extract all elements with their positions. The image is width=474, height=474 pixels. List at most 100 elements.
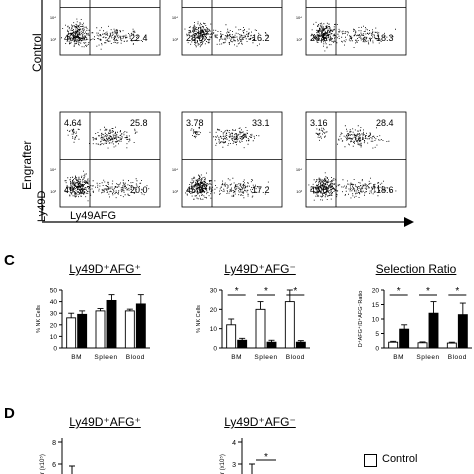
chart-y-tick-label: 5 [375, 331, 379, 338]
significance-mark: * [235, 286, 239, 297]
bar-engrafter [428, 312, 439, 349]
legend-control-label: Control [382, 453, 418, 465]
row-label-engrafter: Engrafter [20, 140, 34, 190]
panel-d-right-ticklabel-3: 3 [232, 462, 236, 469]
chart1-title: Ly49D⁺AFG⁺ [69, 262, 141, 276]
panel-d-charts: 8 6 4 3 * [52, 438, 276, 474]
flow-plot-engrafter-2: 3.16 28.4 49.8 18.6 10⁴ 10³ [296, 111, 407, 208]
chart-y-tick-label: 50 [50, 288, 58, 295]
quadrant-value: 4.64 [64, 118, 82, 128]
quadrant-value: 33.1 [252, 118, 270, 128]
chart-y-tick-label: 10 [50, 334, 58, 341]
quadrant-value: 3.16 [310, 118, 328, 128]
bar-control [417, 342, 428, 349]
significance-mark: * [426, 286, 430, 297]
panel-d-title-right: Ly49D⁺AFG⁻ [224, 415, 296, 429]
chart-y-tick-label: 0 [53, 346, 57, 353]
bar-control [124, 310, 135, 349]
flow-x-axis-label: Ly49AFG [70, 210, 117, 222]
chart-category-label: Blood [126, 354, 145, 361]
flow-tick-label: 10³ [296, 37, 302, 42]
chart-y-axis-label: % NK Cells [196, 305, 202, 333]
bar-engrafter [135, 303, 146, 349]
flow-events [184, 21, 269, 48]
quadrant-value: 45.9 [186, 185, 204, 195]
flow-tick-label: 10⁴ [50, 167, 56, 172]
flow-tick-label: 10³ [296, 189, 302, 194]
chart-category-label: Spleen [416, 354, 439, 361]
quadrant-value: 18.3 [376, 33, 394, 43]
flow-plot-control-2: 24.6 18.3 10⁴ 10³ [296, 0, 407, 56]
flow-tick-label: 10⁴ [50, 15, 56, 20]
flow-events [308, 125, 397, 201]
chart-category-label: Spleen [94, 354, 117, 361]
flow-plot-frame [305, 0, 407, 56]
panel-d-right-ylabel: r (x10⁵) [220, 454, 226, 474]
panel-letter-c: C [4, 252, 15, 269]
panel-d-right-ticklabel-4: 4 [232, 440, 236, 447]
chart-category-label: BM [71, 354, 82, 361]
bar-engrafter [77, 313, 88, 349]
bar-engrafter [399, 328, 410, 349]
flow-tick-label: 10⁴ [172, 167, 178, 172]
chart-category-label: Spleen [254, 354, 277, 361]
quadrant-value: 49.5 [64, 185, 82, 195]
flow-tick-label: 10³ [50, 37, 56, 42]
bar-engrafter [266, 341, 277, 349]
chart-y-axis-label: D⁺AFG⁺/D⁺AFG⁻Ratio [357, 291, 364, 348]
bar-engrafter [106, 299, 117, 349]
flow-tick-label: 10⁴ [172, 15, 178, 20]
bar-chart-2: 0 5 10 15 20 D⁺AFG⁺/D⁺AFG⁻Ratio BM * Spleen * Bloo… [357, 286, 472, 361]
flow-tick-label: 10³ [172, 37, 178, 42]
flow-plot-engrafter-1: 3.78 33.1 45.9 17.2 10⁴ 10³ [172, 111, 283, 208]
flow-plot-engrafter-0: 4.64 25.8 49.5 20.0 10⁴ 10³ [50, 111, 161, 208]
chart-category-label: BM [231, 354, 242, 361]
quadrant-value: 28.4 [376, 118, 394, 128]
quadrant-value: 3.78 [186, 118, 204, 128]
significance-mark: * [455, 286, 459, 297]
chart-y-tick-label: 20 [372, 288, 380, 295]
panel-d-left-ticklabel-6: 6 [52, 462, 56, 469]
quadrant-value: 49.8 [310, 185, 328, 195]
chart-y-tick-label: 0 [213, 346, 217, 353]
panel-d-left-ylabel: r (x10⁵) [40, 454, 46, 474]
chart-y-tick-label: 15 [372, 302, 380, 309]
bar-engrafter [237, 339, 248, 349]
quadrant-value: 40.5 [64, 33, 82, 43]
bar-control [284, 301, 295, 349]
flow-events [61, 18, 146, 50]
flow-events [185, 126, 269, 200]
quadrant-value: 18.6 [376, 185, 394, 195]
chart-category-label: Blood [448, 354, 467, 361]
panel-letter-d: D [4, 405, 15, 422]
panel-d-right-sig: * [264, 452, 268, 463]
bar-control [255, 308, 266, 349]
flow-tick-label: 10⁴ [296, 167, 302, 172]
chart-y-tick-label: 10 [210, 326, 218, 333]
quadrant-value: 17.2 [252, 185, 270, 195]
panel-d-left-errorbar [69, 465, 75, 474]
quadrant-value: 22.4 [130, 33, 148, 43]
chart-y-tick-label: 0 [375, 346, 379, 353]
bar-chart-1: 0 10 20 30 % NK Cells BM * Spleen * Blood * [196, 286, 310, 361]
bar-control [388, 341, 399, 349]
bar-engrafter [295, 341, 306, 349]
flow-cytometry-figure: 40.5 22.4 10⁴ 10³ 28.0 16.2 10⁴ 10³ 24.6 18.3 10⁴ 1… [41, 0, 414, 227]
bar-control [66, 317, 77, 349]
chart-y-tick-label: 20 [50, 322, 58, 329]
panel-d-right-errorbar [249, 463, 255, 474]
flow-tick-label: 10³ [50, 189, 56, 194]
bar-engrafter [457, 314, 468, 349]
panel-d-title-left: Ly49D⁺AFG⁺ [69, 415, 141, 429]
significance-mark: * [397, 286, 401, 297]
quadrant-value: 16.2 [252, 33, 270, 43]
bar-chart-0: 0 10 20 30 40 50 % NK Cells BM Spleen Blood [36, 288, 150, 361]
legend-control-swatch [364, 454, 377, 467]
chart2-title: Ly49D⁺AFG⁻ [224, 262, 296, 276]
chart-y-tick-label: 40 [50, 299, 58, 306]
chart-y-tick-label: 30 [50, 311, 58, 318]
panel-d-left-ticklabel-8: 8 [52, 440, 56, 447]
chart-y-tick-label: 10 [372, 317, 380, 324]
flow-y-axis-label: Ly49D [36, 190, 48, 222]
